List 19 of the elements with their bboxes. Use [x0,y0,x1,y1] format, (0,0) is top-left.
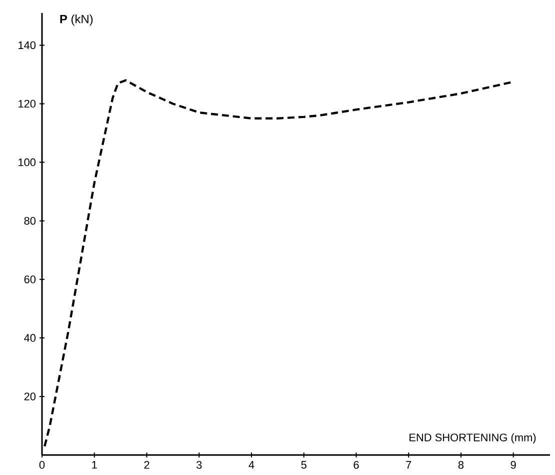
y-tick-label: 20 [24,392,36,400]
x-tick-label: 4 [248,461,254,469]
y-tick-label: 60 [24,276,36,284]
y-tick-label: 140 [18,41,36,50]
x-tick-label: 6 [354,461,359,469]
y-tick-label: 100 [18,158,36,166]
x-tick-label: 3 [196,461,202,469]
x-axis-title: END SHORTENING (mm) [410,433,536,444]
x-tick-label: 2 [144,461,150,469]
y-tick-label: 120 [18,100,36,108]
y-axis-title: P (kN) [60,14,93,26]
y-tick-label: 80 [24,216,36,225]
x-tick-label: 9 [510,461,516,469]
x-tick-label: 5 [301,461,306,469]
x-tick-label: 8 [458,461,464,469]
x-tick-label: 0 [39,461,45,469]
x-tick-label: 7 [406,461,412,469]
x-tick-label: 1 [92,461,97,469]
y-tick-label: 40 [24,334,36,342]
